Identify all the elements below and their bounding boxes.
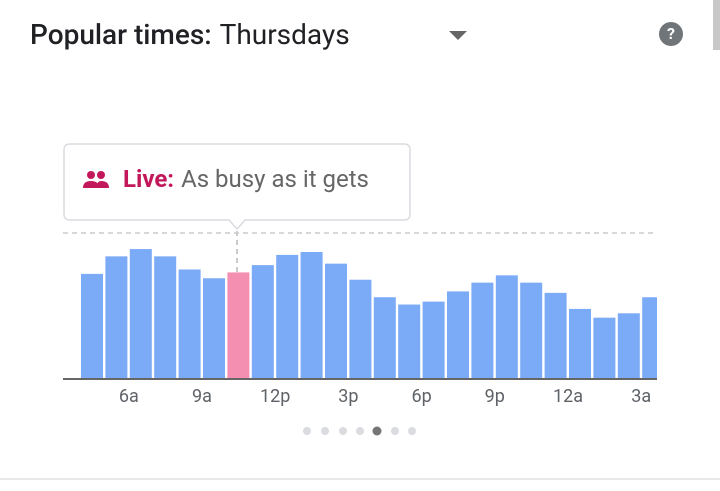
title: Popular times: Thursdays <box>30 18 350 51</box>
x-tick-label: 12a <box>553 386 583 407</box>
x-tick-label: 9p <box>485 386 505 407</box>
bar <box>129 249 152 379</box>
svg-text:?: ? <box>667 24 675 43</box>
x-tick-label: 6p <box>411 386 431 407</box>
bar <box>422 301 445 379</box>
bar <box>447 291 469 379</box>
bar <box>642 297 657 379</box>
x-tick-label: 12p <box>260 386 290 407</box>
bar <box>544 292 567 379</box>
bar <box>105 256 128 379</box>
bar <box>81 273 103 379</box>
bar <box>373 297 396 379</box>
bar <box>495 275 518 379</box>
bar <box>154 256 177 379</box>
svg-text:Live:As busy as it gets: Live: As busy as it gets <box>123 165 369 193</box>
x-tick-label: 3p <box>338 386 358 407</box>
bar <box>569 308 591 379</box>
x-tick-label: 9a <box>192 386 212 407</box>
bar <box>593 317 616 379</box>
day-selector[interactable]: Thursdays <box>220 18 350 51</box>
bar <box>520 282 543 379</box>
people-icon <box>83 171 109 188</box>
live-text: As busy as it gets <box>181 165 369 193</box>
bar <box>178 269 201 379</box>
bar <box>349 279 372 379</box>
pagination[interactable] <box>303 426 416 436</box>
bar <box>300 251 323 379</box>
scrollbar <box>713 0 720 50</box>
bar <box>251 265 274 379</box>
bar <box>617 313 640 379</box>
tooltip: Live: As busy as it gets <box>63 143 411 231</box>
x-tick-label: 6a <box>119 386 139 407</box>
dropdown-arrow[interactable] <box>449 31 467 40</box>
live-label: Live: <box>123 165 174 193</box>
bar <box>203 278 225 379</box>
bar <box>398 304 421 379</box>
title-label: Popular times: <box>30 18 212 51</box>
bar <box>471 282 494 379</box>
x-tick-label: 3a <box>631 386 651 407</box>
bar <box>276 254 299 379</box>
bar <box>227 272 250 379</box>
help-icon[interactable]: ? <box>659 22 683 46</box>
bar <box>325 263 347 379</box>
